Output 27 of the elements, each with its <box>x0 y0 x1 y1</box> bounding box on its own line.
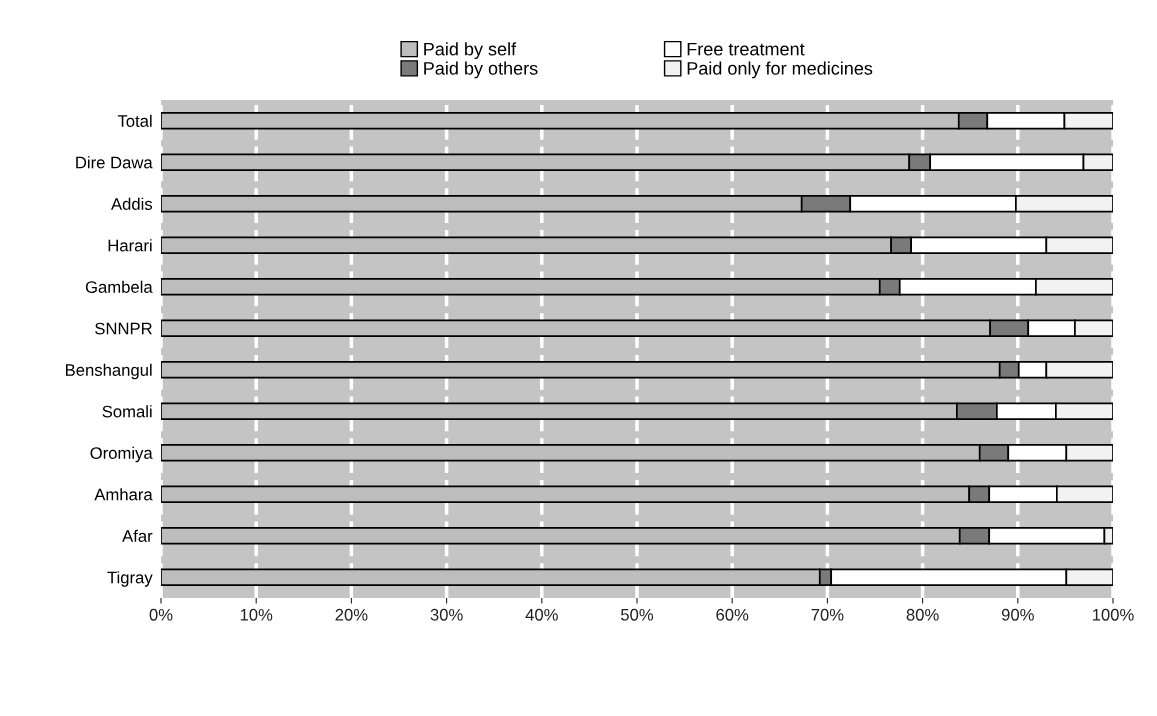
y-tick-label: Benshangul <box>66 363 152 380</box>
x-tick-label: 80% <box>906 608 939 621</box>
x-tick-label: 20% <box>335 608 368 621</box>
y-tick-label: Tigray <box>107 571 153 587</box>
legend-label: Paid only for medicines <box>687 61 873 79</box>
x-tick-label: 40% <box>525 608 558 621</box>
y-tick-label: Afar <box>122 529 153 542</box>
y-tick-label: Addis <box>111 197 153 210</box>
legend-label: Free treatment <box>687 42 805 56</box>
x-tick-label: 50% <box>620 608 654 621</box>
x-tick-label: 60% <box>716 608 749 621</box>
y-tick-label: Amhara <box>94 488 153 501</box>
x-tick-label: 0% <box>149 608 173 621</box>
y-tick-label: Dire Dawa <box>76 156 153 169</box>
x-tick-label: 70% <box>811 608 844 621</box>
y-tick-label: Gambela <box>85 280 153 293</box>
x-tick-label: 10% <box>240 608 273 621</box>
y-tick-label: Total <box>117 114 152 127</box>
x-tick-label: 90% <box>1001 608 1034 621</box>
legend-label: Paid by self <box>424 42 517 60</box>
y-tick-label: Harari <box>108 239 152 252</box>
x-tick-label: 100% <box>1092 608 1134 621</box>
y-tick-label: SNNPR <box>95 322 152 335</box>
legend-label: Paid by others <box>424 61 538 79</box>
y-tick-label: Somali <box>102 405 152 418</box>
y-tick-label: Oromiya <box>90 446 153 463</box>
x-tick-label: 30% <box>430 608 463 621</box>
